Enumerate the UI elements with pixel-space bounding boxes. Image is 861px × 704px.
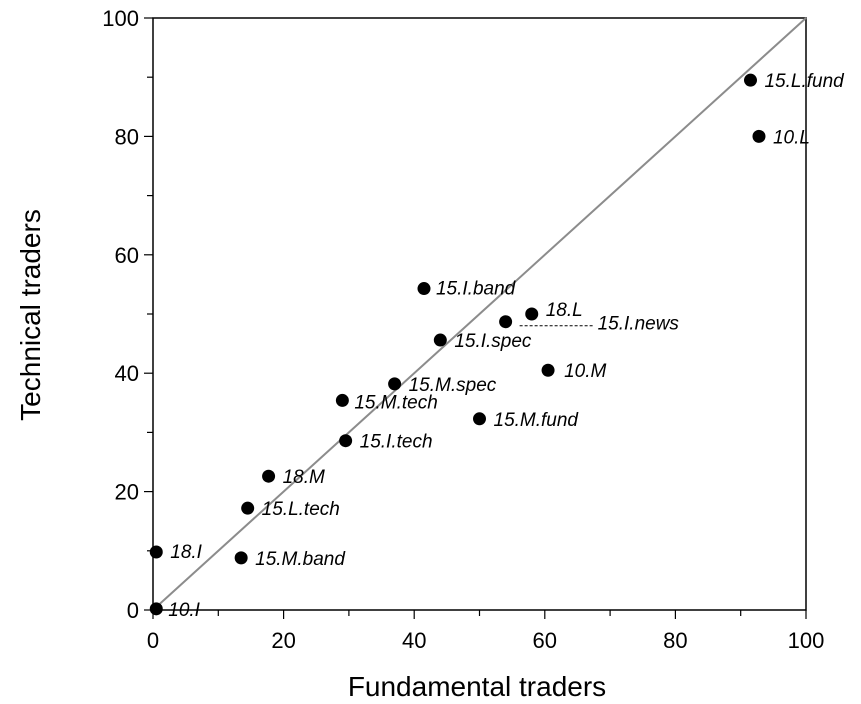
y-tick-label: 20 <box>115 480 139 505</box>
data-point <box>499 315 513 329</box>
data-point <box>473 412 486 426</box>
point-labels: 15.L.fund 10.L 15.I.band 18.L 15.I.news 15.I.… <box>168 71 845 621</box>
data-point <box>743 73 757 87</box>
point-label: 18.L <box>546 300 583 321</box>
y-tick-label: 80 <box>115 124 139 149</box>
point-label: 15.M.tech <box>354 392 437 413</box>
y-tick-label: 100 <box>102 6 139 31</box>
reference-line <box>152 17 807 611</box>
point-label: 15.M.band <box>255 549 346 570</box>
point-label: 15.I.news <box>598 314 680 335</box>
data-point <box>433 333 447 347</box>
point-label: 15.L.tech <box>262 499 340 520</box>
x-axis-label: Fundamental traders <box>348 671 606 702</box>
y-tick-label: 60 <box>115 243 139 268</box>
data-point <box>541 363 555 377</box>
data-point <box>262 469 276 483</box>
ticks: 0 20 40 60 80 100 0 20 40 60 80 100 <box>102 6 824 653</box>
point-label: 10.M <box>564 361 606 382</box>
point-label: 15.M.spec <box>409 375 497 396</box>
point-label: 10.L <box>773 127 810 148</box>
point-label: 18.M <box>283 467 325 488</box>
diagonal-reference-line <box>152 17 807 611</box>
data-point <box>339 434 353 448</box>
x-tick-label: 60 <box>533 628 557 653</box>
x-tick-label: 40 <box>402 628 426 653</box>
point-label: 10.I <box>168 600 200 621</box>
data-point <box>241 501 255 515</box>
data-points <box>149 73 766 616</box>
x-tick-label: 0 <box>147 628 159 653</box>
y-tick-label: 40 <box>115 361 139 386</box>
point-label: 15.M.fund <box>494 410 580 431</box>
point-label: 15.L.fund <box>764 71 845 92</box>
point-label: 18.I <box>170 542 202 563</box>
data-point <box>149 602 163 616</box>
data-point <box>388 377 402 391</box>
y-tick-label: 0 <box>127 598 139 623</box>
x-tick-label: 80 <box>663 628 687 653</box>
data-point <box>525 307 539 321</box>
data-point <box>149 545 163 559</box>
x-tick-label: 20 <box>271 628 295 653</box>
point-label: 15.I.spec <box>454 331 532 352</box>
point-label: 15.I.tech <box>360 432 433 453</box>
y-axis-label: Technical traders <box>15 209 46 421</box>
point-label: 15.I.band <box>436 279 517 300</box>
data-point <box>335 393 349 407</box>
data-point <box>752 129 766 143</box>
x-tick-label: 100 <box>788 628 825 653</box>
data-point <box>417 282 431 296</box>
data-point <box>234 551 248 565</box>
